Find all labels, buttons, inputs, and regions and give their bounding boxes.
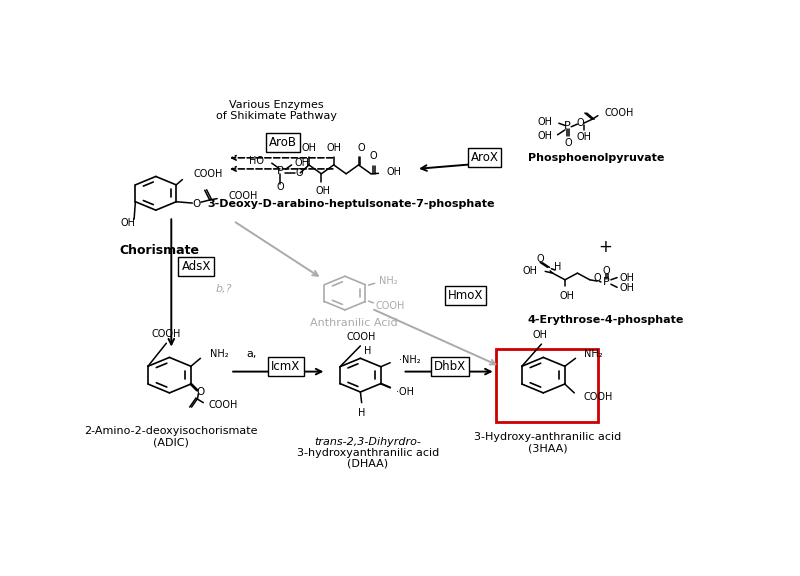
Text: O: O — [594, 272, 601, 283]
Text: (DHAA): (DHAA) — [347, 459, 389, 469]
Text: b,?: b,? — [216, 283, 232, 294]
Text: COOH: COOH — [347, 332, 376, 342]
Text: OH: OH — [538, 118, 553, 127]
Text: 3-Deoxy-D-arabino-heptulsonate-7-phosphate: 3-Deoxy-D-arabino-heptulsonate-7-phospha… — [207, 199, 495, 210]
Text: P: P — [277, 166, 284, 176]
Text: COOH: COOH — [194, 169, 223, 179]
Text: H: H — [358, 408, 366, 418]
Text: NH₂: NH₂ — [584, 349, 603, 359]
Text: OH: OH — [386, 168, 402, 177]
Text: OH: OH — [533, 329, 548, 340]
Text: OH: OH — [560, 291, 575, 301]
Text: OH: OH — [619, 283, 634, 293]
FancyBboxPatch shape — [495, 348, 598, 422]
Text: O: O — [564, 138, 572, 148]
Text: COOH: COOH — [584, 392, 613, 402]
Text: NH₂: NH₂ — [379, 276, 398, 286]
Text: NH₂: NH₂ — [210, 349, 228, 359]
Text: trans-2,3-Dihyrdro-: trans-2,3-Dihyrdro- — [314, 437, 422, 446]
Text: H: H — [554, 263, 562, 272]
Text: +: + — [598, 238, 612, 256]
Text: COOH: COOH — [152, 329, 181, 339]
Text: (3HAA): (3HAA) — [528, 444, 567, 453]
Text: 3-Hydroxy-anthranilic acid: 3-Hydroxy-anthranilic acid — [474, 432, 622, 442]
Text: P: P — [602, 277, 610, 287]
Text: AroX: AroX — [470, 151, 498, 164]
Text: of Shikimate Pathway: of Shikimate Pathway — [216, 111, 338, 121]
Text: 3-hydroxyanthranilic acid: 3-hydroxyanthranilic acid — [297, 448, 439, 458]
Text: P: P — [564, 122, 571, 131]
Text: Various Enzymes: Various Enzymes — [230, 100, 324, 111]
Text: O: O — [295, 168, 303, 178]
Text: OH: OH — [619, 272, 634, 283]
Text: 4-Erythrose-4-phosphate: 4-Erythrose-4-phosphate — [527, 314, 683, 325]
Text: ·NH₂: ·NH₂ — [399, 355, 421, 365]
Text: IcmX: IcmX — [271, 360, 301, 373]
Text: O: O — [192, 199, 200, 209]
Text: COOH: COOH — [376, 301, 406, 310]
Text: a,: a, — [246, 349, 257, 359]
Text: OH: OH — [538, 131, 553, 141]
Text: Anthranilic Acid: Anthranilic Acid — [310, 318, 398, 328]
Text: OH: OH — [326, 142, 342, 153]
Text: O: O — [536, 253, 544, 263]
Text: (ADIC): (ADIC) — [154, 438, 190, 448]
Text: AdsX: AdsX — [182, 260, 210, 273]
Text: OH: OH — [576, 132, 591, 142]
Text: Phosphoenolpyruvate: Phosphoenolpyruvate — [528, 153, 664, 163]
Text: O: O — [370, 151, 378, 161]
Text: OH: OH — [302, 142, 317, 153]
Text: OH: OH — [315, 186, 330, 196]
Text: O: O — [196, 387, 204, 397]
Text: HO: HO — [250, 156, 264, 166]
Text: AroB: AroB — [269, 136, 297, 149]
Text: OH: OH — [294, 158, 309, 168]
Text: OH: OH — [121, 218, 135, 229]
Text: COOH: COOH — [604, 108, 634, 118]
Text: HmoX: HmoX — [448, 289, 483, 302]
Text: COOH: COOH — [208, 400, 238, 410]
Text: 2-Amino-2-deoxyisochorismate: 2-Amino-2-deoxyisochorismate — [85, 426, 258, 437]
Text: OH: OH — [522, 266, 537, 276]
Text: O: O — [576, 118, 584, 128]
Text: ·OH: ·OH — [396, 387, 414, 397]
Text: O: O — [277, 181, 284, 192]
Text: DhbX: DhbX — [434, 360, 466, 373]
Text: COOH: COOH — [228, 191, 258, 202]
Text: O: O — [358, 142, 365, 153]
Text: H: H — [364, 346, 371, 356]
Text: Chorismate: Chorismate — [119, 244, 199, 257]
Text: O: O — [602, 266, 610, 276]
